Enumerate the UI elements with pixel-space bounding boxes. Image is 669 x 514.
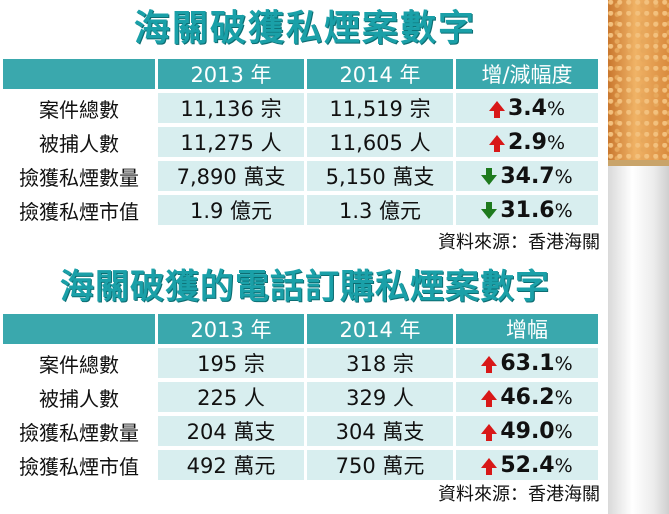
change-unit: % — [554, 165, 573, 188]
table1-source: 資料來源：香港海關 — [438, 232, 600, 253]
table-row: 撿獲私煙市值 492 萬元 750 萬元 52.4% — [3, 450, 598, 480]
up-arrow-icon — [481, 389, 498, 407]
table-row: 被捕人數 225 人 329 人 46.2% — [3, 382, 598, 412]
change-unit: % — [554, 420, 573, 443]
header-change: 增/減幅度 — [456, 59, 598, 89]
value-2014: 11,519 宗 — [307, 93, 453, 123]
change-cell: 3.4% — [456, 93, 598, 123]
cigarette-image — [608, 0, 669, 514]
table2-title: 海關破獲的電話訂購私煙案數字 — [60, 267, 550, 307]
row-label: 撿獲私煙市值 — [3, 195, 155, 225]
change-unit: % — [546, 131, 566, 154]
up-arrow-icon — [488, 100, 505, 118]
value-2014: 1.3 億元 — [307, 195, 453, 225]
value-2013: 225 人 — [158, 382, 304, 412]
value-2013: 204 萬支 — [158, 416, 304, 446]
change-unit: % — [554, 199, 573, 222]
value-2013: 195 宗 — [158, 348, 304, 378]
change-value: 63.1 — [500, 350, 555, 376]
table-header-row: 2013 年 2014 年 增/減幅度 — [3, 59, 598, 89]
value-2014: 5,150 萬支 — [307, 161, 453, 191]
change-value: 34.7 — [500, 163, 555, 189]
change-value: 49.0 — [500, 418, 555, 444]
change-unit: % — [554, 386, 573, 409]
change-cell: 46.2% — [456, 382, 598, 412]
up-arrow-icon — [481, 457, 498, 475]
change-value: 2.9 — [507, 129, 547, 155]
table-row: 撿獲私煙數量 204 萬支 304 萬支 49.0% — [3, 416, 598, 446]
change-unit: % — [554, 454, 573, 477]
table-row: 撿獲私煙市值 1.9 億元 1.3 億元 31.6% — [3, 195, 598, 225]
value-2014: 304 萬支 — [307, 416, 453, 446]
change-value: 52.4 — [500, 452, 555, 478]
seizure-stats-table: 2013 年 2014 年 增/減幅度 案件總數 11,136 宗 11,519… — [0, 55, 601, 229]
table2-source: 資料來源：香港海關 — [438, 484, 600, 505]
cigarette-paper — [608, 166, 669, 514]
value-2013: 1.9 億元 — [158, 195, 304, 225]
header-2014: 2014 年 — [307, 59, 453, 89]
header-blank — [3, 314, 155, 344]
change-cell: 52.4% — [456, 450, 598, 480]
row-label: 被捕人數 — [3, 382, 155, 412]
table-row: 案件總數 195 宗 318 宗 63.1% — [3, 348, 598, 378]
row-label: 撿獲私煙市值 — [3, 450, 155, 480]
change-cell: 31.6% — [456, 195, 598, 225]
value-2014: 750 萬元 — [307, 450, 453, 480]
header-blank — [3, 59, 155, 89]
change-value: 46.2 — [500, 384, 555, 410]
table-row: 案件總數 11,136 宗 11,519 宗 3.4% — [3, 93, 598, 123]
up-arrow-icon — [481, 355, 498, 373]
value-2013: 492 萬元 — [158, 450, 304, 480]
change-value: 31.6 — [500, 197, 555, 223]
row-label: 案件總數 — [3, 93, 155, 123]
header-change: 增幅 — [456, 314, 598, 344]
cigarette-band — [608, 160, 669, 166]
value-2013: 7,890 萬支 — [158, 161, 304, 191]
header-2013: 2013 年 — [158, 314, 304, 344]
row-label: 撿獲私煙數量 — [3, 416, 155, 446]
table-row: 撿獲私煙數量 7,890 萬支 5,150 萬支 34.7% — [3, 161, 598, 191]
change-cell: 34.7% — [456, 161, 598, 191]
change-cell: 63.1% — [456, 348, 598, 378]
value-2014: 318 宗 — [307, 348, 453, 378]
value-2014: 11,605 人 — [307, 127, 453, 157]
table1-title: 海關破獲私煙案數字 — [133, 8, 476, 49]
phone-order-stats-table: 2013 年 2014 年 增幅 案件總數 195 宗 318 宗 63.1% … — [0, 310, 601, 484]
value-2013: 11,275 人 — [158, 127, 304, 157]
value-2013: 11,136 宗 — [158, 93, 304, 123]
table-row: 被捕人數 11,275 人 11,605 人 2.9% — [3, 127, 598, 157]
row-label: 撿獲私煙數量 — [3, 161, 155, 191]
change-cell: 49.0% — [456, 416, 598, 446]
row-label: 案件總數 — [3, 348, 155, 378]
change-unit: % — [554, 352, 573, 375]
row-label: 被捕人數 — [3, 127, 155, 157]
header-2014: 2014 年 — [307, 314, 453, 344]
header-2013: 2013 年 — [158, 59, 304, 89]
down-arrow-icon — [481, 201, 498, 219]
down-arrow-icon — [481, 167, 498, 185]
change-unit: % — [546, 97, 566, 120]
up-arrow-icon — [481, 423, 498, 441]
change-value: 3.4 — [507, 95, 547, 121]
cigarette-filter — [608, 0, 669, 160]
change-cell: 2.9% — [456, 127, 598, 157]
table-header-row: 2013 年 2014 年 增幅 — [3, 314, 598, 344]
up-arrow-icon — [488, 134, 505, 152]
value-2014: 329 人 — [307, 382, 453, 412]
